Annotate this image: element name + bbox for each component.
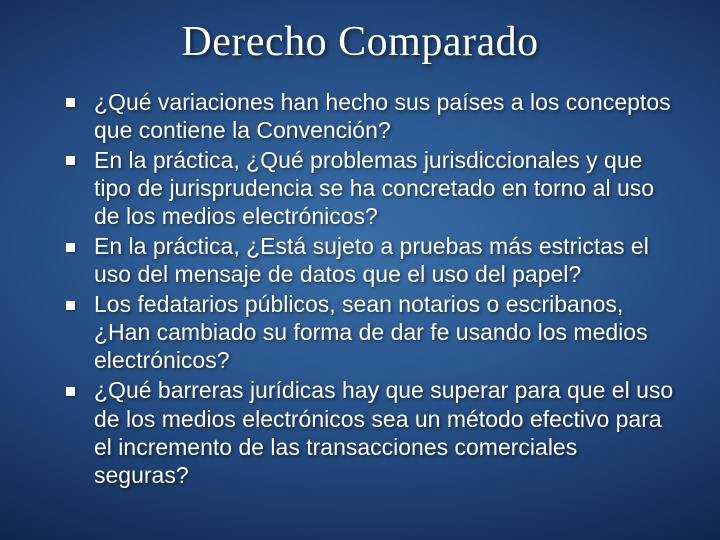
list-item: ¿Qué variaciones han hecho sus países a …	[66, 88, 678, 144]
slide: Derecho Comparado ¿Qué variaciones han h…	[0, 0, 720, 540]
list-item: ¿Qué barreras jurídicas hay que superar …	[66, 376, 678, 488]
list-item: En la práctica, ¿Qué problemas jurisdicc…	[66, 146, 678, 230]
slide-title: Derecho Comparado	[38, 18, 682, 66]
bullet-list: ¿Qué variaciones han hecho sus países a …	[38, 88, 682, 489]
list-item: Los fedatarios públicos, sean notarios o…	[66, 290, 678, 374]
list-item: En la práctica, ¿Está sujeto a pruebas m…	[66, 232, 678, 288]
